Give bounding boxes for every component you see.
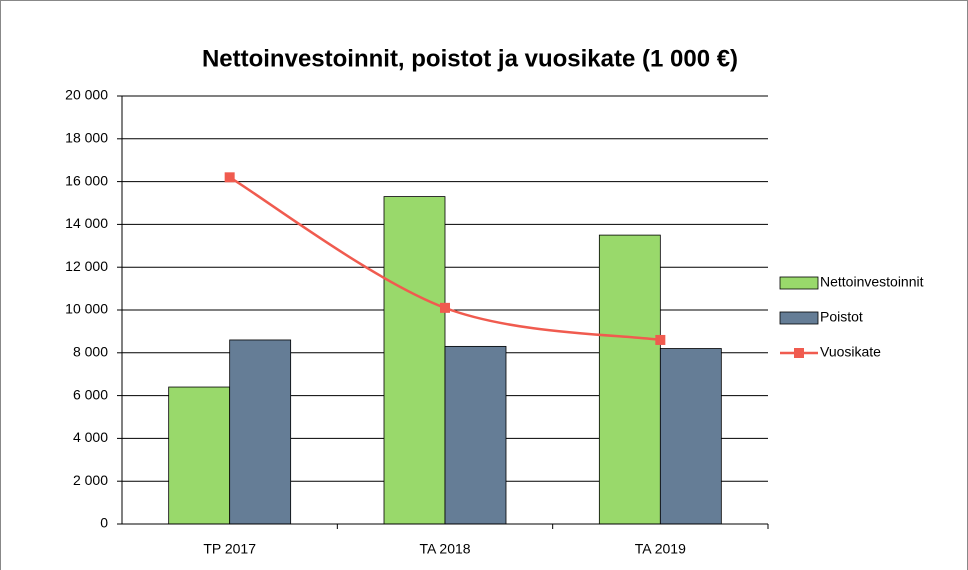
x-tick-label: TP 2017 (203, 541, 256, 557)
bar (598, 234, 661, 525)
legend-label: Vuosikate (820, 344, 881, 360)
legend-swatch (779, 311, 819, 325)
legend-swatch (779, 276, 819, 290)
y-tick-label: 2 000 (73, 472, 108, 488)
y-tick-label: 14 000 (65, 215, 108, 231)
bar (383, 196, 446, 525)
y-tick-label: 4 000 (73, 429, 108, 445)
line-marker (440, 302, 450, 313)
bar (659, 348, 722, 525)
y-tick-label: 10 000 (65, 301, 108, 317)
y-tick-label: 18 000 (65, 130, 108, 146)
y-tick-label: 6 000 (73, 386, 108, 402)
bar (168, 386, 231, 525)
y-tick-label: 0 (100, 515, 108, 531)
x-tick-label: TA 2018 (419, 541, 470, 557)
y-tick-label: 20 000 (65, 87, 108, 103)
bar (444, 345, 507, 525)
y-tick-label: 8 000 (73, 344, 108, 360)
legend-label: Nettoinvestoinnit (820, 274, 924, 290)
y-tick-label: 12 000 (65, 258, 108, 274)
legend-marker (794, 348, 804, 358)
line-marker (655, 334, 666, 345)
line-marker (224, 172, 235, 183)
chart-title: Nettoinvestoinnit, poistot ja vuosikate … (202, 45, 738, 72)
y-tick-label: 16 000 (65, 172, 108, 188)
x-tick-label: TA 2019 (635, 541, 686, 557)
legend-label: Poistot (820, 309, 863, 325)
bar (229, 339, 292, 525)
